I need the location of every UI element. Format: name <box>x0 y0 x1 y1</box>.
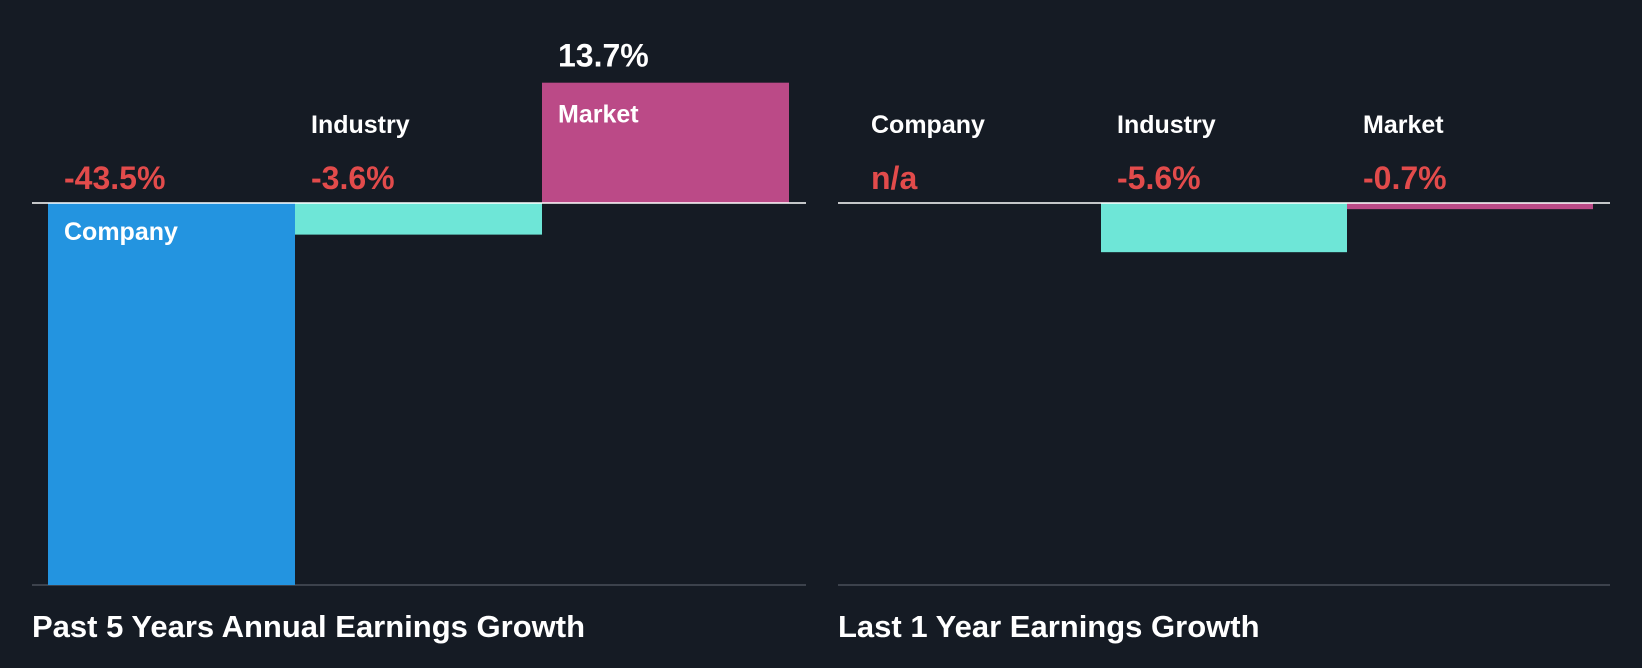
value-label-company: n/a <box>871 160 917 196</box>
panel-past-5-years: Company -43.5% Industry -3.6% Market 13.7% Pas… <box>32 38 806 644</box>
bar-market <box>1347 203 1593 210</box>
category-label-market: Market <box>558 101 639 129</box>
bar-industry <box>295 203 542 235</box>
value-label-market: -0.7% <box>1363 160 1447 196</box>
bar-company <box>48 203 295 585</box>
category-label-industry: Industry <box>1117 111 1216 139</box>
value-label-market: 13.7% <box>558 38 649 74</box>
category-label-company: Company <box>871 111 985 139</box>
category-label-market: Market <box>1363 111 1444 139</box>
chart-title: Past 5 Years Annual Earnings Growth <box>32 609 585 644</box>
bar-market <box>542 82 789 203</box>
value-label-company: -43.5% <box>64 160 165 196</box>
value-label-industry: -5.6% <box>1117 160 1201 196</box>
category-label-company: Company <box>64 218 178 246</box>
panel-last-1-year: Company n/a Industry -5.6% Market -0.7% Last 1… <box>838 111 1610 644</box>
bar-industry <box>1101 203 1347 253</box>
chart-title: Last 1 Year Earnings Growth <box>838 609 1260 644</box>
value-label-industry: -3.6% <box>311 160 395 196</box>
category-label-industry: Industry <box>311 111 410 139</box>
